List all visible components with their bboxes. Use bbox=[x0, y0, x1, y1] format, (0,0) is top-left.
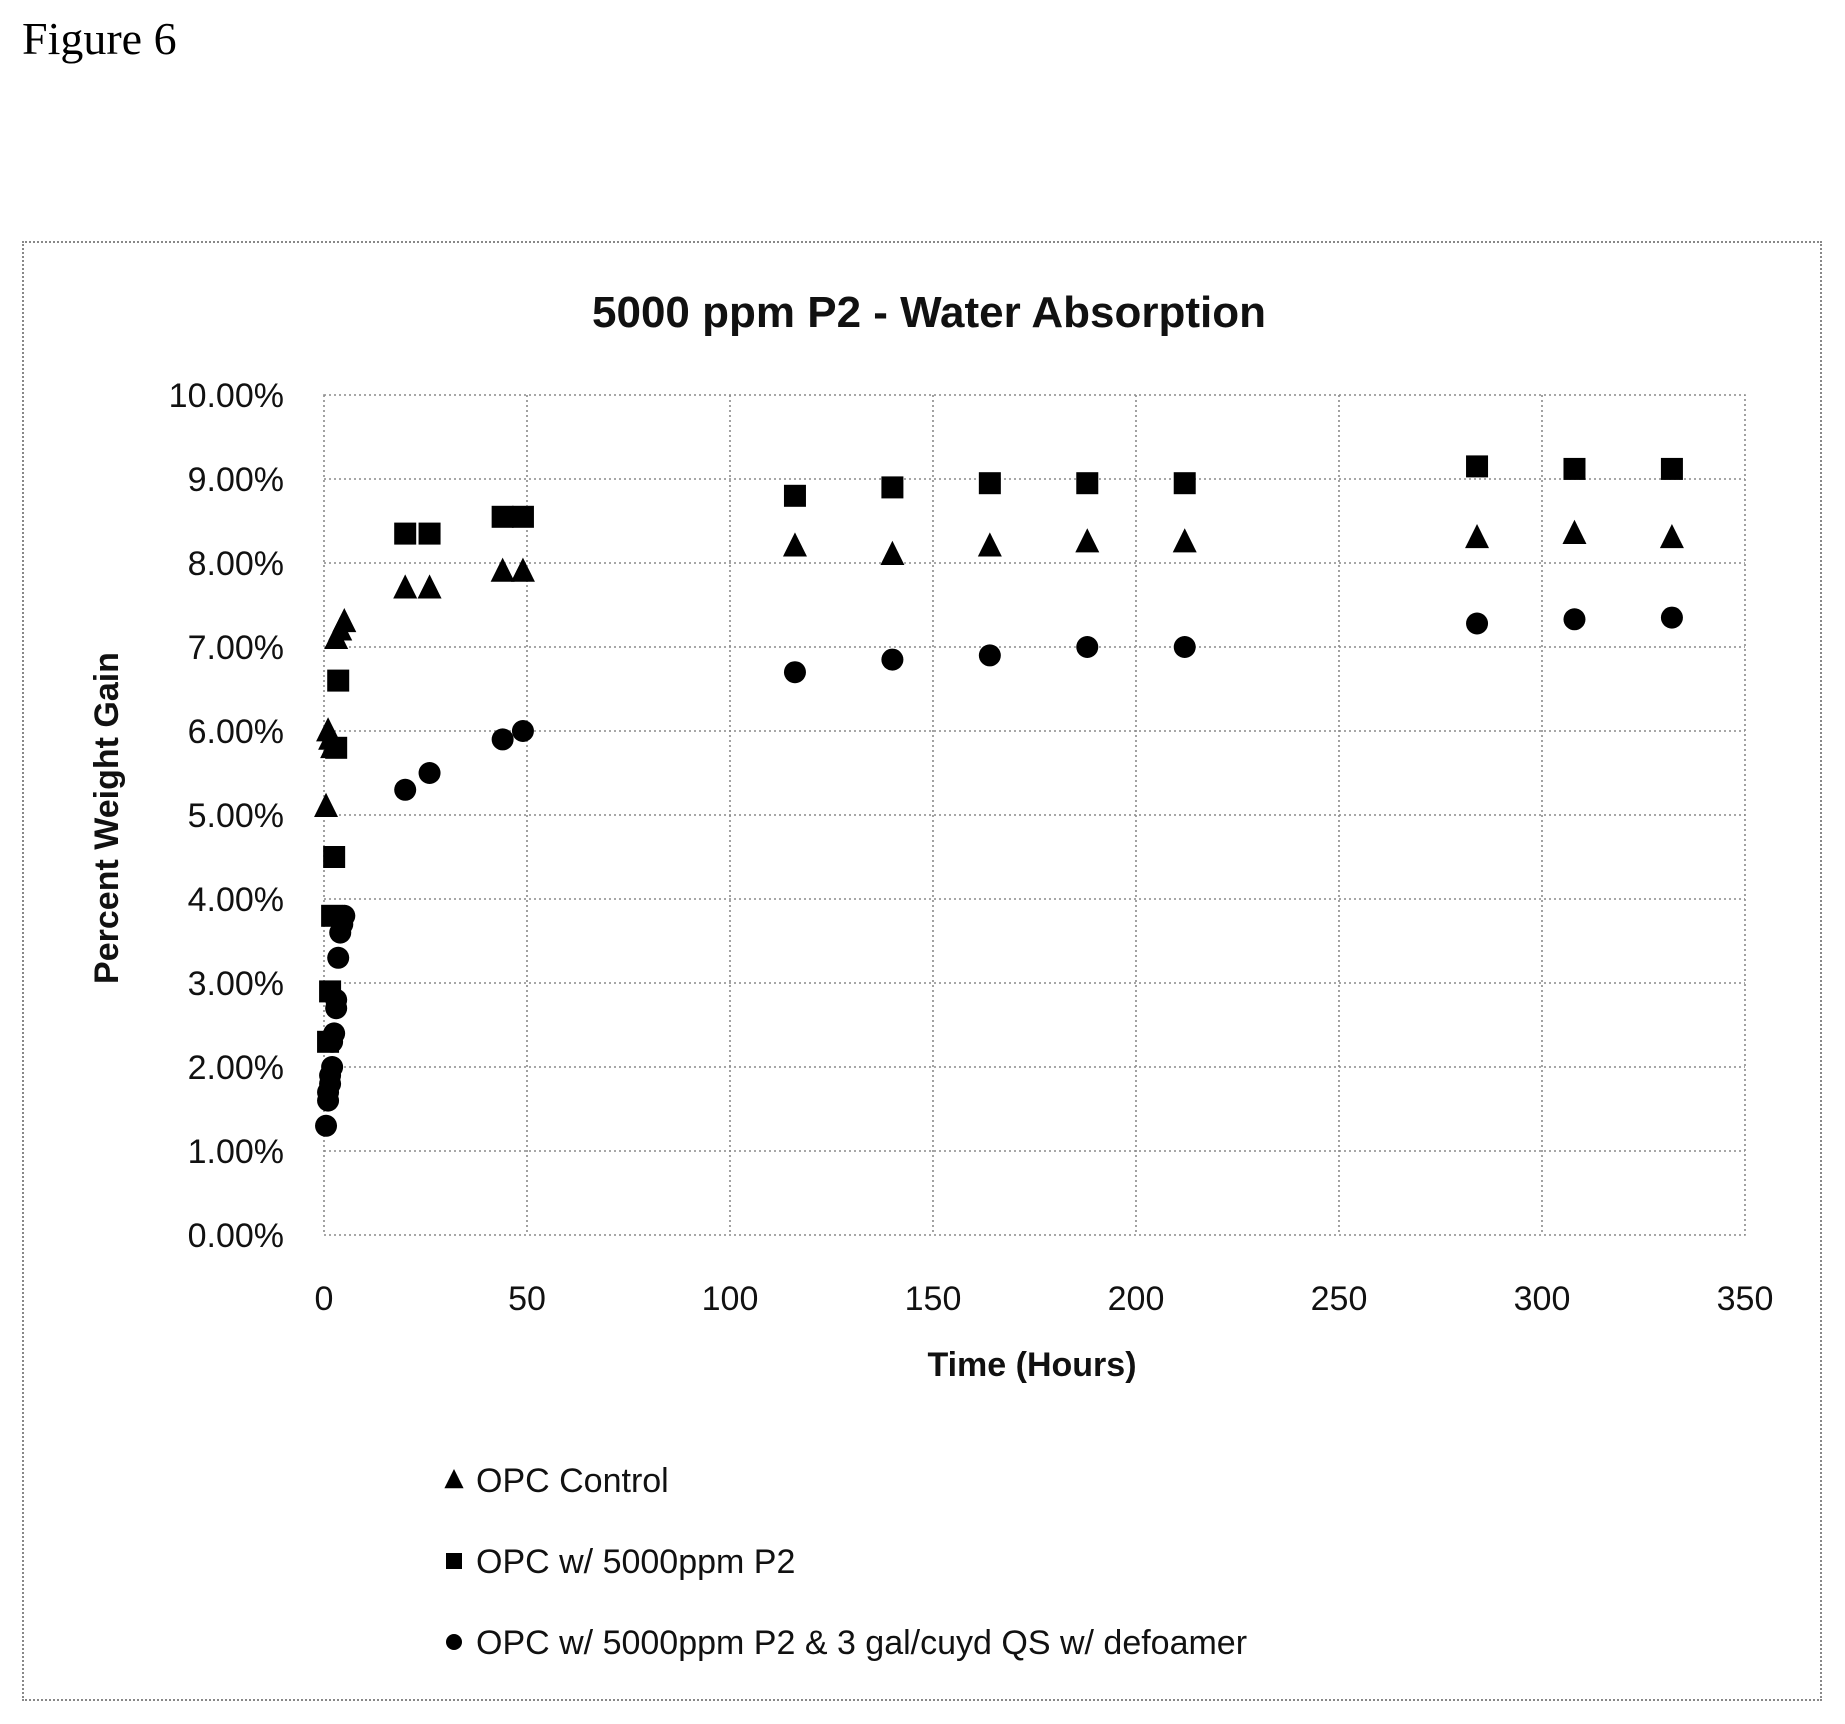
square-point bbox=[491, 505, 514, 528]
y-tick-label: 5.00% bbox=[188, 797, 284, 835]
triangle-point bbox=[1659, 524, 1684, 549]
legend-circle-icon bbox=[446, 1634, 462, 1650]
legend: OPC Control OPC w/ 5000ppm P2 OPC w/ 5000p… bbox=[444, 1462, 1247, 1662]
y-axis-ticks: 0.00% 1.00% 2.00% 3.00% 4.00% 5.00% 6.00% 7.00%… bbox=[169, 377, 284, 1255]
triangle-point bbox=[510, 557, 535, 582]
y-tick-label: 4.00% bbox=[188, 881, 284, 919]
y-tick-label: 2.00% bbox=[188, 1049, 284, 1087]
circle-point bbox=[1563, 608, 1586, 631]
circle-point bbox=[491, 728, 514, 751]
x-axis-ticks: 0 50 100 150 200 250 300 350 bbox=[315, 1280, 1774, 1318]
triangle-point bbox=[332, 608, 357, 633]
square-point bbox=[1563, 457, 1586, 480]
legend-label: OPC w/ 5000ppm P2 & 3 gal/cuyd QS w/ def… bbox=[476, 1624, 1247, 1662]
square-point bbox=[1466, 455, 1489, 478]
square-point bbox=[323, 846, 346, 868]
triangle-point bbox=[1075, 528, 1100, 553]
x-tick-label: 100 bbox=[702, 1280, 759, 1318]
y-tick-label: 6.00% bbox=[188, 713, 284, 751]
circle-point bbox=[325, 988, 348, 1011]
data-points bbox=[314, 455, 1684, 1137]
circle-point bbox=[1466, 612, 1489, 635]
circle-point bbox=[327, 946, 350, 969]
square-point bbox=[978, 472, 1001, 495]
legend-triangle-icon bbox=[444, 1468, 464, 1489]
square-point bbox=[325, 736, 348, 759]
circle-point bbox=[1173, 636, 1196, 658]
x-tick-label: 0 bbox=[315, 1280, 334, 1318]
circle-point bbox=[881, 648, 904, 671]
triangle-point bbox=[977, 532, 1002, 557]
circle-point bbox=[783, 661, 806, 684]
circle-point bbox=[1076, 636, 1099, 658]
gridlines bbox=[324, 395, 1745, 1235]
circle-point bbox=[418, 762, 441, 784]
x-tick-label: 200 bbox=[1108, 1280, 1165, 1318]
triangle-point bbox=[1465, 524, 1490, 549]
circle-point bbox=[315, 1114, 338, 1137]
square-point bbox=[327, 669, 350, 692]
x-tick-label: 50 bbox=[508, 1280, 546, 1318]
legend-label: OPC Control bbox=[476, 1462, 669, 1500]
x-tick-label: 150 bbox=[905, 1280, 962, 1318]
square-point bbox=[1173, 472, 1196, 495]
y-tick-label: 9.00% bbox=[188, 461, 284, 499]
square-point bbox=[881, 476, 904, 499]
x-tick-label: 250 bbox=[1311, 1280, 1368, 1318]
figure-label: Figure 6 bbox=[22, 13, 177, 64]
triangle-point bbox=[1562, 519, 1587, 544]
triangle-point bbox=[314, 792, 339, 817]
square-point bbox=[1660, 457, 1683, 480]
circle-point bbox=[333, 904, 356, 927]
y-tick-label: 3.00% bbox=[188, 965, 284, 1003]
circle-point bbox=[511, 720, 534, 742]
y-tick-label: 7.00% bbox=[188, 629, 284, 667]
legend-label: OPC w/ 5000ppm P2 bbox=[476, 1543, 795, 1581]
legend-square-icon bbox=[446, 1553, 462, 1569]
x-axis-title: Time (Hours) bbox=[927, 1346, 1136, 1384]
square-point bbox=[394, 522, 417, 545]
series-group bbox=[314, 519, 1684, 817]
chart-title: 5000 ppm P2 - Water Absorption bbox=[592, 288, 1266, 337]
square-point bbox=[418, 522, 441, 545]
circle-point bbox=[1660, 606, 1683, 629]
y-tick-label: 1.00% bbox=[188, 1133, 284, 1171]
triangle-point bbox=[417, 574, 442, 599]
circle-point bbox=[394, 778, 417, 801]
y-tick-label: 10.00% bbox=[169, 377, 284, 415]
y-axis-title: Percent Weight Gain bbox=[88, 652, 126, 984]
series-group bbox=[315, 606, 1683, 1137]
circle-point bbox=[323, 1022, 346, 1045]
x-tick-label: 350 bbox=[1717, 1280, 1774, 1318]
triangle-point bbox=[490, 557, 515, 582]
square-point bbox=[1076, 472, 1099, 495]
triangle-point bbox=[880, 540, 905, 565]
circle-point bbox=[978, 644, 1001, 667]
y-tick-label: 0.00% bbox=[188, 1217, 284, 1255]
square-point bbox=[783, 484, 806, 507]
square-point bbox=[511, 505, 534, 528]
x-tick-label: 300 bbox=[1514, 1280, 1571, 1318]
triangle-point bbox=[393, 574, 418, 599]
triangle-point bbox=[1172, 528, 1197, 553]
y-tick-label: 8.00% bbox=[188, 545, 284, 583]
triangle-point bbox=[782, 532, 807, 557]
circle-point bbox=[321, 1056, 344, 1078]
chart-frame bbox=[22, 241, 1822, 1701]
